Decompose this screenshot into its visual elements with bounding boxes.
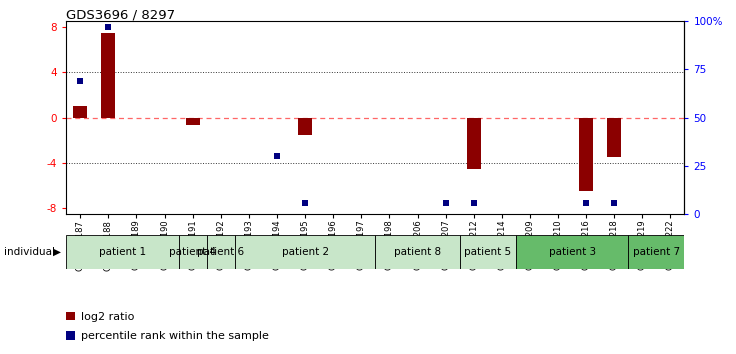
Text: patient 5: patient 5	[464, 247, 512, 257]
Bar	[207, 235, 235, 269]
Bar	[185, 118, 199, 125]
Bar	[74, 106, 88, 118]
Bar	[607, 118, 621, 158]
Bar	[66, 235, 179, 269]
Text: log2 ratio: log2 ratio	[81, 312, 135, 322]
Bar	[460, 235, 516, 269]
Text: patient 4: patient 4	[169, 247, 216, 257]
Bar	[516, 235, 629, 269]
Bar	[579, 118, 593, 192]
Bar	[629, 235, 684, 269]
Bar	[467, 118, 481, 169]
Bar	[235, 235, 375, 269]
Bar	[375, 235, 460, 269]
Text: patient 7: patient 7	[633, 247, 680, 257]
Bar	[179, 235, 207, 269]
Text: patient 2: patient 2	[282, 247, 329, 257]
Text: patient 6: patient 6	[197, 247, 244, 257]
Text: patient 1: patient 1	[99, 247, 146, 257]
Text: patient 3: patient 3	[548, 247, 595, 257]
Bar	[298, 118, 312, 135]
Text: individual: individual	[4, 247, 54, 257]
Text: percentile rank within the sample: percentile rank within the sample	[81, 331, 269, 341]
Bar	[102, 33, 116, 118]
Text: patient 8: patient 8	[394, 247, 441, 257]
Text: ▶: ▶	[53, 247, 61, 257]
Text: GDS3696 / 8297: GDS3696 / 8297	[66, 9, 175, 22]
